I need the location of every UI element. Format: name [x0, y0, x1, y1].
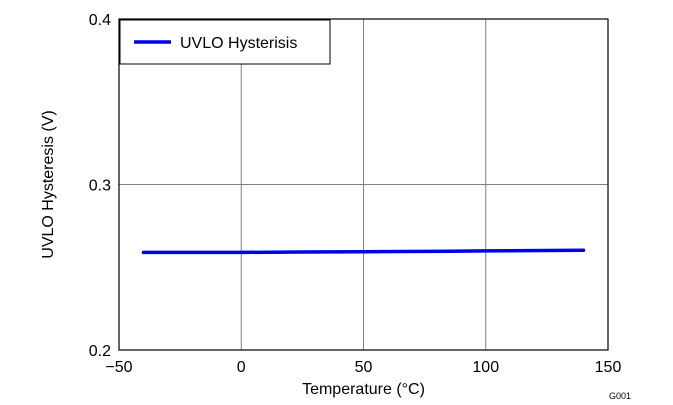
series-layer — [141, 248, 586, 255]
x-tick-label: −50 — [105, 359, 132, 376]
y-tick-label: 0.4 — [89, 12, 111, 29]
x-tick-label: 0 — [237, 359, 246, 376]
x-tick-label: 150 — [595, 359, 622, 376]
x-tick-label: 100 — [472, 359, 499, 376]
y-tick-label: 0.3 — [89, 178, 111, 195]
legend: UVLO Hysterisis — [119, 19, 331, 65]
x-axis-label: Temperature (°C) — [302, 381, 425, 398]
legend-label-uvlo-hysterisis: UVLO Hysterisis — [180, 35, 297, 52]
plot-border — [118, 18, 609, 351]
grid — [118, 18, 609, 351]
y-tick-label: 0.2 — [89, 343, 111, 360]
series-line-uvlo-hysterisis — [141, 248, 586, 255]
figure-id-annotation: G001 — [609, 391, 631, 401]
x-tick-label: 50 — [355, 359, 373, 376]
tick-labels: −50 0 50 100 150 0.2 0.3 0.4 — [89, 12, 622, 376]
y-axis-label: UVLO Hysteresis (V) — [40, 110, 57, 258]
